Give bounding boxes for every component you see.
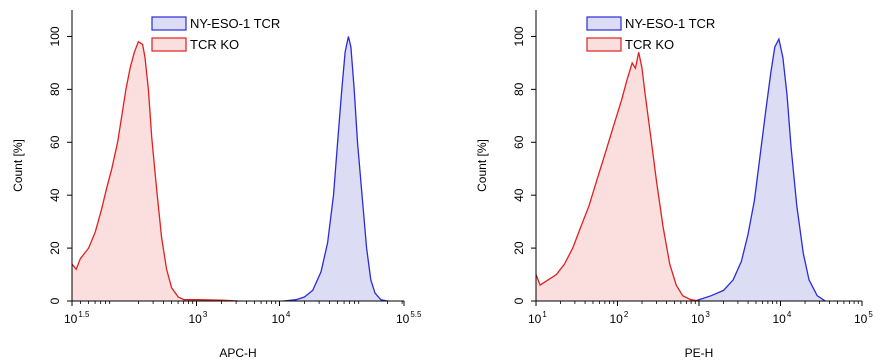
y-axis-label: Count [%] [475, 139, 489, 192]
x-tick-label: 102 [610, 310, 629, 326]
y-tick-label: 80 [512, 82, 526, 96]
y-tick-label: 100 [48, 26, 62, 46]
y-tick-label: 40 [512, 188, 526, 202]
series-area-tcr-ko [536, 52, 699, 301]
series-area-ny-eso-1-tcr [694, 39, 826, 301]
series-line-ny-eso-1-tcr [283, 36, 388, 302]
y-tick-label: 60 [512, 135, 526, 149]
y-tick-label: 80 [48, 82, 62, 96]
x-tick-label: 104 [773, 310, 792, 326]
y-axis-label: Count [%] [11, 139, 25, 192]
series-area-tcr-ko [72, 41, 238, 301]
y-tick-label: 0 [512, 297, 526, 304]
legend-swatch-ny-eso-1-tcr [151, 16, 187, 31]
series-line-tcr-ko [71, 40, 239, 302]
x-axis-label: APC-H [219, 346, 256, 360]
x-tick-label: 101.5 [64, 310, 90, 326]
x-tick-label: 105.5 [396, 310, 422, 326]
y-tick-label: 0 [48, 297, 62, 304]
y-tick-label: 100 [512, 26, 526, 46]
chart-panel-1: 0 20 40 60 80 100 101.5 103 104 105.5 APC-H Count [… [11, 10, 422, 360]
legend-swatch-ny-eso-1-tcr [586, 16, 622, 31]
series-area-ny-eso-1-tcr [283, 36, 388, 301]
legend-label-ny-eso-1-tcr: NY-ESO-1 TCR [190, 16, 280, 31]
legend-swatch-tcr-ko [586, 37, 622, 52]
y-tick-label: 60 [48, 135, 62, 149]
legend-label-tcr-ko: TCR KO [625, 37, 674, 52]
x-tick-label: 105 [854, 310, 873, 326]
legend-label-ny-eso-1-tcr: NY-ESO-1 TCR [625, 16, 715, 31]
series-line-ny-eso-1-tcr [694, 37, 826, 302]
y-tick-label: 20 [512, 241, 526, 255]
x-tick-label: 101 [528, 310, 547, 326]
y-tick-label: 40 [48, 188, 62, 202]
x-tick-label: 103 [189, 310, 208, 326]
y-tick-label: 20 [48, 241, 62, 255]
x-tick-label: 103 [691, 310, 710, 326]
chart-panel-2: 0 20 40 60 80 100 101 102 103 104 105 PE-H Count [%]… [475, 10, 873, 360]
legend-label-tcr-ko: TCR KO [190, 37, 239, 52]
legend-swatch-tcr-ko [151, 37, 187, 52]
x-axis-label: PE-H [685, 346, 714, 360]
series-line-tcr-ko [535, 52, 700, 302]
x-tick-label: 104 [272, 310, 291, 326]
